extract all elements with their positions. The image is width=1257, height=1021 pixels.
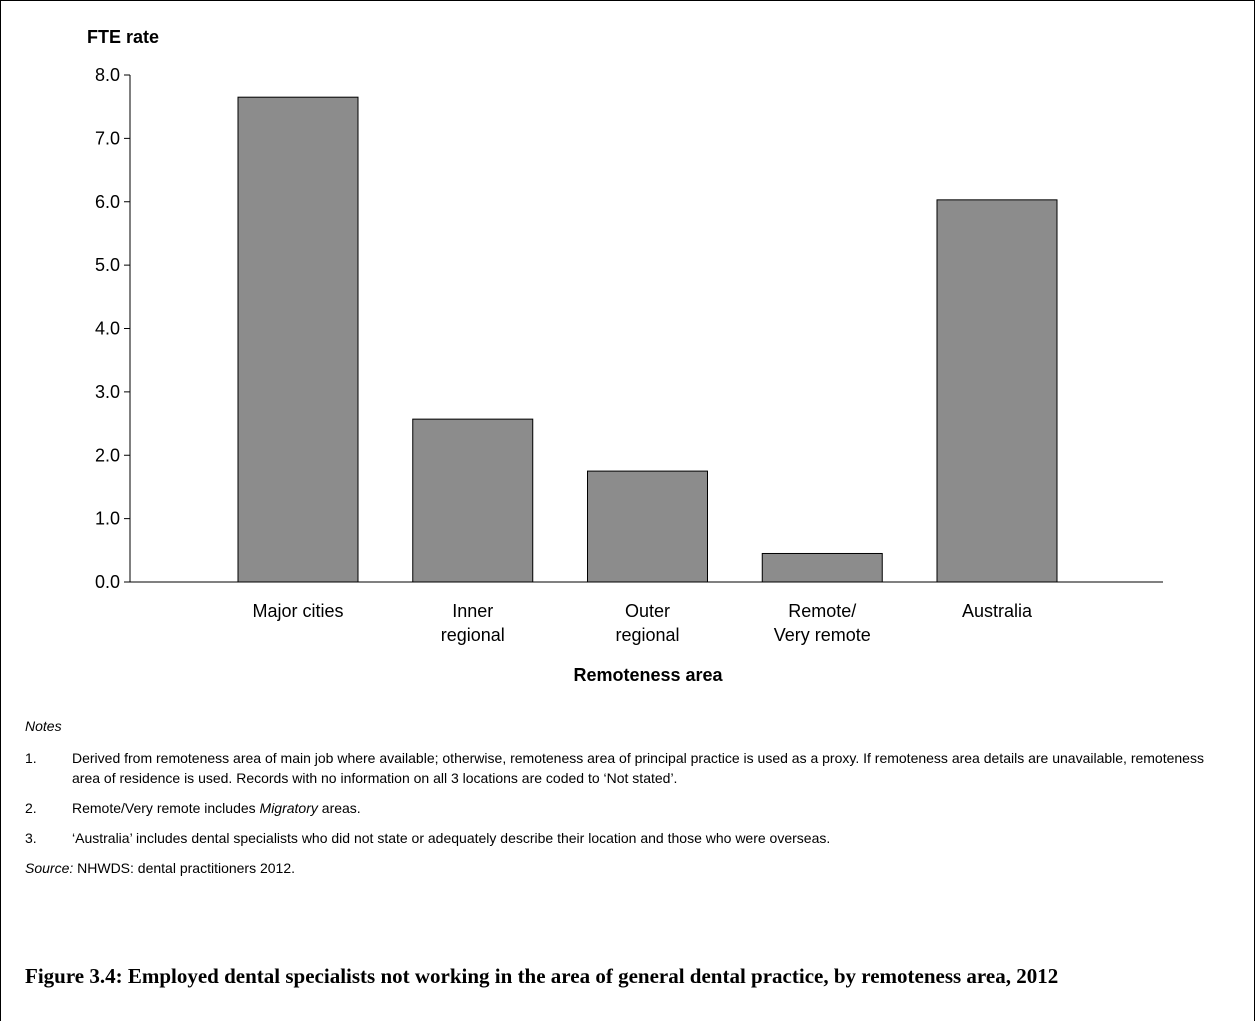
note-text: ‘Australia’ includes dental specialists …: [72, 830, 831, 846]
y-tick-label: 4.0: [95, 319, 120, 339]
y-axis-title: FTE rate: [87, 27, 159, 47]
notes-section: Notes 1. Derived from remoteness area of…: [25, 716, 1225, 878]
x-tick-label: Outer regional: [615, 601, 679, 645]
x-tick-label-line: Major cities: [252, 601, 343, 621]
y-tick-label: 8.0: [95, 65, 120, 85]
y-tick-label: 5.0: [95, 255, 120, 275]
y-tick-label: 2.0: [95, 445, 120, 465]
bar: [587, 470, 708, 583]
x-axis-title: Remoteness area: [573, 665, 723, 685]
note-item: 1. Derived from remoteness area of main …: [25, 748, 1225, 788]
x-tick-label-line: Inner: [452, 601, 493, 621]
x-tick-label-line: Very remote: [774, 625, 871, 645]
y-tick-label: 3.0: [95, 382, 120, 402]
y-axis: 0.0 1.0 2.0 3.0 4.0 5.0 6.0 7.0 8.0: [95, 65, 131, 592]
notes-heading: Notes: [25, 718, 62, 734]
bar: [237, 96, 359, 583]
x-tick-label-line: Outer: [625, 601, 670, 621]
note-text-part: areas.: [317, 800, 361, 816]
figure-caption: Figure 3.4: Employed dental specialists …: [25, 964, 1059, 988]
bar: [412, 418, 534, 583]
note-item: 2. Remote/Very remote includes Migratory…: [25, 798, 1225, 818]
source-line: Source: NHWDS: dental practitioners 2012…: [25, 858, 1225, 878]
y-tick-label: 1.0: [95, 509, 120, 529]
bar: [761, 552, 883, 583]
x-tick-label: Australia: [962, 601, 1033, 621]
source-text: NHWDS: dental practitioners 2012.: [73, 860, 296, 876]
y-tick-label: 7.0: [95, 128, 120, 148]
y-tick-label: 6.0: [95, 192, 120, 212]
note-text-italic: Migratory: [259, 800, 318, 816]
note-item: 3. ‘Australia’ includes dental specialis…: [25, 828, 1225, 848]
x-tick-label-line: regional: [441, 625, 505, 645]
x-tick-label-line: Australia: [962, 601, 1033, 621]
note-number: 3.: [25, 830, 37, 846]
x-tick-label: Remote/Very remote: [774, 601, 871, 645]
note-text: Derived from remoteness area of main job…: [72, 750, 1204, 786]
bar: [936, 199, 1058, 583]
bars: [237, 96, 1058, 583]
y-tick-label: 0.0: [95, 572, 120, 592]
note-number: 2.: [25, 800, 37, 816]
note-number: 1.: [25, 750, 37, 766]
x-tick-label: Major cities: [252, 601, 343, 621]
x-tick-label-line: Remote/: [788, 601, 856, 621]
note-text: Remote/Very remote includes Migratory ar…: [72, 798, 1225, 818]
bar-chart: FTE rate 0.0 1.0 2.0 3.0 4.0 5.0 6.0 7.0 8.0 Maj…: [87, 27, 1163, 685]
x-tick-label: Inner regional: [441, 601, 505, 645]
source-label: Source:: [25, 860, 74, 876]
x-axis: Major cities Inner regional Outer regional Re…: [130, 581, 1163, 645]
x-tick-label-line: regional: [615, 625, 679, 645]
note-text-part: Remote/Very remote includes: [72, 800, 260, 816]
